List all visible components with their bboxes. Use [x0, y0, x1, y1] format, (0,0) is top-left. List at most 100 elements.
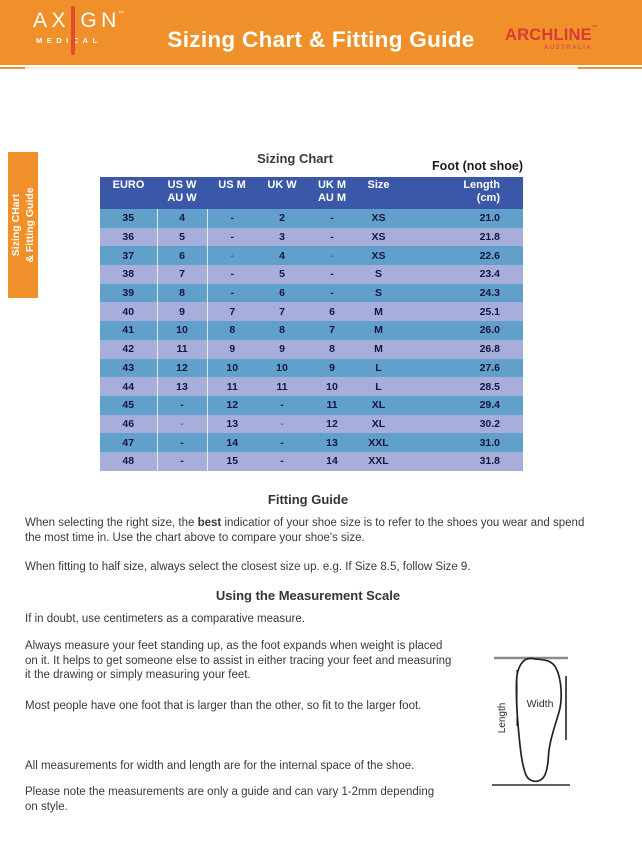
table-cell: - — [280, 436, 284, 449]
table-cell: - — [330, 268, 334, 281]
table-cell: 12 — [157, 358, 208, 378]
table-cell: 7 — [329, 324, 335, 337]
table-cell: - — [330, 231, 334, 244]
column-header: US W AU W — [157, 177, 207, 209]
table-row: 41 10 8 8 7 M 26.0 — [100, 321, 523, 340]
table-cell: 12 — [326, 417, 338, 430]
foot-not-shoe-label: Foot (not shoe) — [432, 159, 523, 173]
table-cell: 24.3 — [479, 287, 500, 300]
text-segment: When selecting the right size, the — [25, 517, 198, 529]
table-cell: 42 — [100, 339, 158, 359]
table-cell: 15 — [226, 455, 239, 468]
table-cell: 43 — [100, 358, 158, 378]
table-cell: 4 — [157, 209, 208, 228]
table-cell: 12 — [226, 399, 239, 412]
table-cell: 11 — [157, 339, 208, 359]
table-cell: M — [374, 343, 383, 356]
table-row: 48-15-14 XXL 31.8 — [100, 451, 523, 471]
axign-subtitle: MEDICAL — [36, 36, 102, 45]
sizing-chart-title: Sizing Chart — [257, 151, 333, 166]
table-cell: 9 — [157, 302, 208, 322]
table-row: 37 6 - 4 - XS 22.6 — [100, 246, 523, 266]
measurement-paragraph-3: Most people have one foot that is larger… — [25, 700, 422, 712]
table-cell: 36 — [100, 227, 158, 247]
table-cell: - — [280, 399, 284, 412]
page-title: Sizing Chart & Fitting Guide — [167, 27, 475, 52]
table-cell: - — [157, 414, 208, 434]
table-cell: 7 — [229, 305, 236, 318]
table-cell: L — [375, 380, 382, 393]
table-cell: 46 — [100, 414, 158, 434]
table-cell: - — [230, 268, 235, 281]
table-row: 38 7 - 5 - S 23.4 — [100, 265, 523, 284]
table-row: 46-13-12 XL 30.2 — [100, 414, 523, 434]
table-cell: 8 — [157, 283, 208, 303]
table-cell: 9 — [329, 361, 335, 374]
table-cell: S — [374, 287, 382, 300]
paragraph-line: When selecting the right size, the best … — [25, 516, 610, 531]
paragraph-line: Please note the measurements are only a … — [25, 786, 435, 798]
column-header: UK W — [257, 177, 307, 209]
table-cell: 10 — [157, 321, 208, 340]
table-cell: 23.4 — [479, 268, 500, 281]
table-cell: - — [157, 395, 208, 415]
table-cell: - — [280, 417, 284, 430]
table-cell: 35 — [100, 209, 158, 228]
table-cell: 27.6 — [479, 361, 500, 374]
table-cell: 22.6 — [479, 249, 500, 262]
table-cell: 7 — [279, 305, 285, 318]
paragraph-line: it the drawing or simply measuring your … — [25, 669, 251, 682]
table-cell: 2 — [279, 212, 285, 225]
column-header: Size — [357, 177, 400, 209]
table-cell: 40 — [100, 302, 158, 322]
table-cell: 26.8 — [479, 343, 500, 356]
side-tab-line2: & Fitting Guide — [24, 187, 36, 263]
paragraph-line: Always measure your feet standing up, as… — [25, 640, 443, 652]
column-header: EURO — [100, 177, 157, 209]
table-cell: 4 — [279, 249, 285, 262]
paragraph-line: the most time in. Use the chart above to… — [25, 531, 365, 544]
table-row: 39 8 - 6 - S 24.3 — [100, 283, 523, 303]
table-row: 43 12 10 10 9 L 27.6 — [100, 358, 523, 378]
table-cell: 8 — [329, 343, 335, 356]
table-cell: - — [230, 287, 235, 300]
fitting-guide-paragraph-2: When fitting to half size, always select… — [25, 561, 471, 573]
table-cell: 45 — [100, 395, 158, 415]
table-cell: 5 — [157, 227, 208, 247]
archline-logo: ARCHLINE™ AUSTRALIA — [505, 25, 598, 51]
table-cell: - — [157, 451, 208, 471]
table-cell: XXL — [368, 436, 389, 449]
table-cell: - — [280, 455, 284, 468]
table-cell: 13 — [326, 436, 338, 449]
table-cell: 7 — [157, 265, 208, 284]
table-row: 42 11 9 9 8 M 26.8 — [100, 339, 523, 359]
archline-trademark: ™ — [591, 25, 598, 31]
table-cell: - — [330, 287, 334, 300]
sizing-table-header-row: EURO US W AU W US M UK W UK M AU M Size Length (c… — [100, 177, 523, 209]
table-cell: 6 — [329, 305, 335, 318]
table-cell: - — [157, 433, 208, 452]
table-cell: 5 — [279, 268, 285, 281]
archline-text: ARCHLINE — [505, 26, 592, 44]
table-cell: 25.1 — [479, 305, 500, 318]
table-cell: L — [375, 361, 382, 374]
paragraph-line: on it. It helps to get someone else to a… — [25, 654, 452, 667]
sizing-table-body: 35 4-2- XS 21.0 36 5-3- XS 21.8 37 6-4- XS 22.6 38 7-… — [100, 209, 523, 471]
table-cell: XL — [371, 399, 386, 412]
table-cell: 31.0 — [479, 436, 500, 449]
table-cell: 48 — [100, 451, 158, 471]
measurement-paragraph-2: Always measure your feet standing up, as… — [25, 639, 495, 683]
table-cell: XS — [371, 249, 386, 262]
table-cell: 14 — [326, 455, 338, 468]
table-row: 44 13 11 11 10 L 28.5 — [100, 377, 523, 396]
table-cell: 11 — [326, 399, 338, 412]
table-cell: M — [374, 305, 383, 318]
table-cell: - — [230, 212, 235, 225]
column-header: UK M AU M — [307, 177, 357, 209]
table-cell: 11 — [276, 380, 288, 393]
table-cell: 11 — [226, 380, 238, 393]
text-segment: indicatior of your shoe size is to refer… — [221, 517, 585, 529]
table-cell: 21.0 — [479, 212, 500, 225]
table-cell: XL — [371, 417, 386, 430]
